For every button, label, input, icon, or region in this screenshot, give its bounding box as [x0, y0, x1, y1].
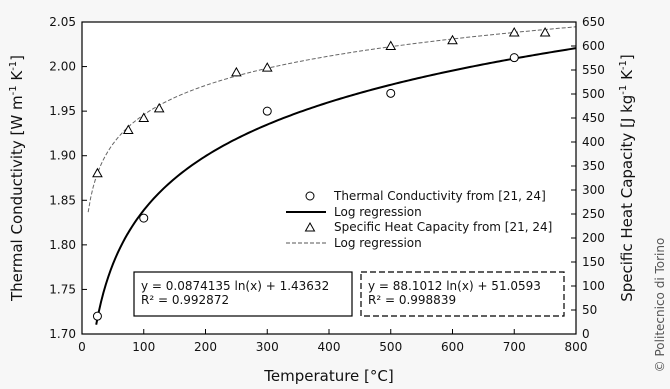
y-right-tick-label: 450 [582, 111, 605, 125]
y-left-tick-label: 2.00 [49, 60, 76, 74]
equation-text: y = 0.0874135 ln(x) + 1.43632 [141, 279, 329, 293]
x-tick-label: 300 [256, 340, 279, 354]
conductivity-data-point [262, 106, 272, 116]
y-left-tick-label: 1.85 [49, 193, 76, 207]
legend-item-log-regression-dashed: Log regression [286, 236, 422, 250]
x-tick-label: 700 [503, 340, 526, 354]
y-right-tick-label: 200 [582, 231, 605, 245]
x-tick-label: 400 [318, 340, 341, 354]
y-right-axis-title: Specific Heat Capacity [J kg-1 K-1] [618, 54, 636, 302]
y-left-tick-label: 1.95 [49, 104, 76, 118]
heat-capacity-data-point [138, 112, 150, 122]
y-right-axis-ticks: 0 50 100 150 200 250 300 350 400 450 500 550 600 650 [571, 15, 605, 341]
heat-capacity-data-point [231, 66, 242, 77]
r-squared-text: R² = 0.992872 [141, 293, 229, 307]
regression-curves [87, 26, 577, 325]
x-tick-label: 100 [132, 340, 155, 354]
legend-item-thermal-conductivity: Thermal Conductivity from [21, 24] [305, 189, 546, 203]
y-right-tick-label: 550 [582, 63, 605, 77]
y-right-tick-label: 500 [582, 87, 605, 101]
heat-capacity-data-point [447, 34, 458, 45]
conductivity-data-point [509, 53, 519, 63]
heat-capacity-data-point [92, 167, 103, 178]
y-right-tick-label: 600 [582, 39, 605, 53]
x-tick-label: 0 [78, 340, 86, 354]
y-right-tick-label: 400 [582, 135, 605, 149]
heat-capacity-data-point [539, 27, 551, 37]
heat-capacity-data-point [153, 102, 165, 113]
x-axis-ticks: 0 100 200 300 400 500 600 700 800 [78, 329, 587, 354]
conductivity-data-point [139, 213, 149, 223]
heat-capacity-data-point [385, 40, 397, 50]
heat-capacity-data-point [122, 124, 134, 134]
legend-circle-marker [305, 191, 315, 201]
y-left-tick-label: 2.05 [49, 15, 76, 29]
conductivity-data-point [386, 88, 396, 98]
conductivity-regression-line [95, 47, 577, 325]
heat-capacity-data-point [261, 62, 273, 72]
copyright-credit: © Politecnico di Torino [653, 238, 667, 373]
equation-text: y = 88.1012 ln(x) + 51.0593 [368, 279, 541, 293]
equation-box-heat-capacity: y = 88.1012 ln(x) + 51.0593 R² = 0.99883… [360, 271, 565, 317]
y-right-tick-label: 100 [582, 279, 605, 293]
y-left-tick-label: 1.75 [49, 282, 76, 296]
x-tick-label: 800 [565, 340, 588, 354]
y-left-tick-label: 1.70 [49, 327, 76, 341]
legend-item-log-regression-solid: Log regression [286, 205, 422, 219]
heat-capacity-data-point [508, 27, 520, 37]
equation-box-conductivity: y = 0.0874135 ln(x) + 1.43632 R² = 0.992… [133, 271, 353, 317]
y-left-axis-ticks: 1.70 1.75 1.80 1.85 1.90 1.95 2.00 2.05 [49, 15, 87, 341]
legend-label: Thermal Conductivity from [21, 24] [333, 189, 546, 203]
y-left-axis-title: Thermal Conductivity [W m-1 K-1] [8, 55, 26, 302]
legend-label: Log regression [334, 205, 422, 219]
equation-box-frame [133, 271, 353, 317]
y-right-tick-label: 650 [582, 15, 605, 29]
legend-item-specific-heat: Specific Heat Capacity from [21, 24] [304, 220, 552, 234]
y-right-tick-label: 0 [582, 327, 590, 341]
y-right-tick-label: 350 [582, 159, 605, 173]
equation-box-frame [360, 271, 565, 317]
conductivity-data-point [92, 311, 102, 321]
y-left-tick-label: 1.80 [49, 238, 76, 252]
x-tick-label: 600 [441, 340, 464, 354]
data-markers [92, 27, 551, 321]
legend-label: Specific Heat Capacity from [21, 24] [334, 220, 552, 234]
legend: Thermal Conductivity from [21, 24] Log r… [286, 189, 552, 250]
heat-capacity-regression-line [87, 26, 577, 213]
legend-label: Log regression [334, 236, 422, 250]
r-squared-text: R² = 0.998839 [368, 293, 456, 307]
y-right-tick-label: 300 [582, 183, 605, 197]
y-left-tick-label: 1.90 [49, 149, 76, 163]
legend-triangle-marker [304, 221, 316, 232]
x-axis-title: Temperature [°C] [263, 367, 393, 385]
y-right-tick-label: 250 [582, 207, 605, 221]
y-right-tick-label: 150 [582, 255, 605, 269]
x-tick-label: 500 [379, 340, 402, 354]
x-tick-label: 200 [194, 340, 217, 354]
y-right-tick-label: 50 [582, 303, 597, 317]
